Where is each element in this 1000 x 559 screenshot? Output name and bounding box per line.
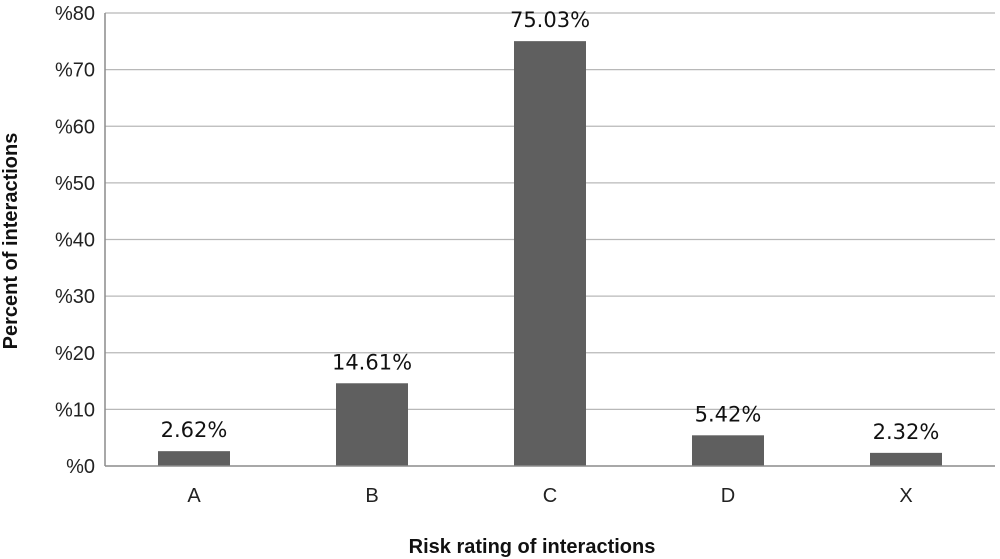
x-tick-label: D (721, 485, 735, 507)
y-tick-label: %20 (55, 343, 95, 365)
bar-d (692, 435, 764, 466)
bar-a (158, 451, 230, 466)
bar-x (870, 452, 942, 466)
y-tick-label: %30 (55, 286, 95, 308)
data-label: 2.32% (873, 420, 940, 444)
y-tick-label: %50 (55, 173, 95, 195)
y-tick-label: %80 (55, 3, 95, 25)
x-axis-title: Risk rating of interactions (409, 536, 656, 558)
data-label: 14.61% (332, 350, 412, 374)
data-label: 5.42% (695, 402, 762, 426)
data-label: 2.62% (161, 418, 228, 442)
y-tick-label: %70 (55, 60, 95, 82)
y-tick-labels: %0 %10 %20 %30 %40 %50 %60 %70 %80 (55, 3, 95, 478)
x-tick-label: B (365, 485, 378, 507)
bar-b (336, 383, 408, 466)
y-tick-label: %60 (55, 116, 95, 138)
x-tick-label: A (187, 485, 201, 507)
y-tick-label: %40 (55, 230, 95, 252)
y-tick-label: %10 (55, 399, 95, 421)
bar-c (514, 41, 586, 466)
data-label: 75.03% (510, 8, 590, 32)
x-tick-label: X (899, 485, 912, 507)
bars (158, 41, 942, 466)
data-labels: 2.62% 14.61% 75.03% 5.42% 2.32% (161, 8, 940, 444)
x-tick-label: C (543, 485, 557, 507)
y-tick-label: %0 (66, 456, 95, 478)
y-axis-title: Percent of interactions (0, 133, 22, 350)
